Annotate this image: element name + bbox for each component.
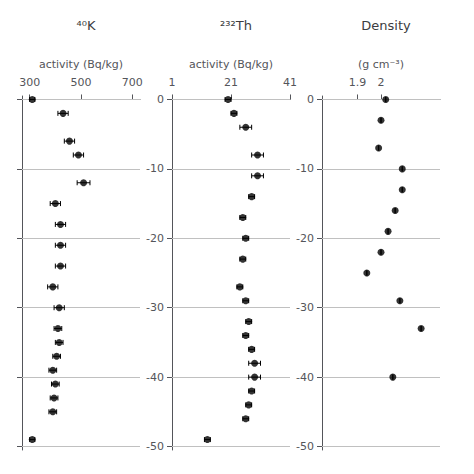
svg-text:-30: -30 — [146, 301, 164, 314]
svg-text:300: 300 — [19, 76, 40, 89]
svg-text:-40: -40 — [296, 371, 314, 384]
svg-text:²³²Th: ²³²Th — [220, 18, 252, 33]
svg-text:2: 2 — [378, 76, 385, 89]
svg-text:⁴⁰K: ⁴⁰K — [77, 18, 96, 33]
svg-text:1: 1 — [169, 76, 176, 89]
svg-text:-50: -50 — [296, 440, 314, 453]
svg-text:500: 500 — [71, 76, 92, 89]
svg-text:Density: Density — [361, 18, 411, 33]
svg-text:(g cm⁻³): (g cm⁻³) — [358, 58, 404, 71]
svg-text:1.9: 1.9 — [349, 76, 367, 89]
svg-text:-20: -20 — [146, 232, 164, 245]
svg-text:activity (Bq/kg): activity (Bq/kg) — [189, 58, 273, 71]
svg-text:-10: -10 — [296, 162, 314, 175]
svg-text:-50: -50 — [146, 440, 164, 453]
svg-text:21: 21 — [224, 76, 238, 89]
svg-text:700: 700 — [122, 76, 143, 89]
svg-text:0: 0 — [157, 93, 164, 106]
svg-text:41: 41 — [283, 76, 297, 89]
svg-text:-20: -20 — [296, 232, 314, 245]
svg-text:-10: -10 — [146, 162, 164, 175]
svg-text:-30: -30 — [296, 301, 314, 314]
svg-text:activity (Bq/kg): activity (Bq/kg) — [39, 58, 123, 71]
svg-text:-40: -40 — [146, 371, 164, 384]
svg-text:0: 0 — [307, 93, 314, 106]
